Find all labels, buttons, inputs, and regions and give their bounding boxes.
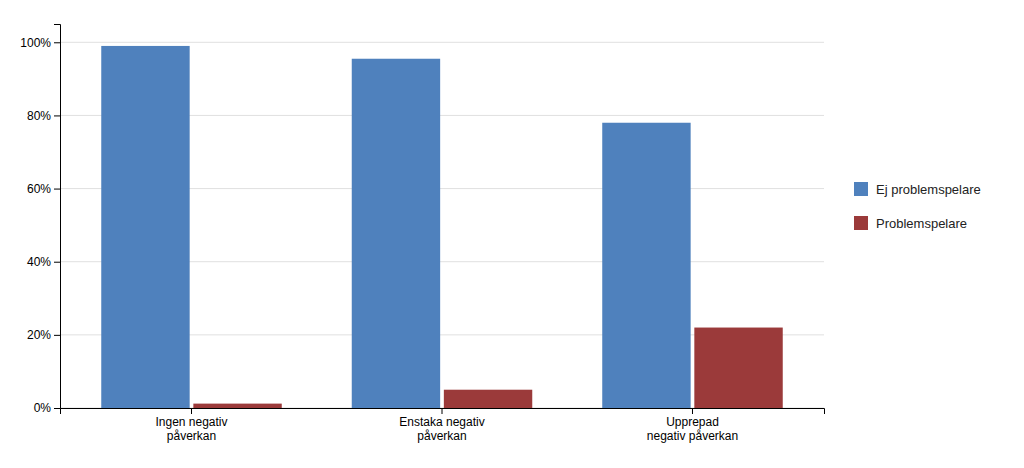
x-tick-label-line: Ingen negativ — [155, 415, 227, 429]
legend-swatch — [854, 182, 868, 196]
y-tick-label: 60% — [27, 182, 51, 196]
y-tick-mark — [54, 262, 60, 263]
x-tick-label: Enstaka negativpåverkan — [399, 415, 484, 443]
legend-label: Problemspelare — [876, 216, 967, 231]
y-tick: 0% — [34, 401, 60, 415]
legend-swatch — [854, 216, 868, 230]
x-tick: Ingen negativpåverkan — [155, 408, 227, 443]
bar-series — [193, 328, 782, 408]
y-tick: 40% — [27, 255, 60, 269]
y-tick-mark — [54, 115, 60, 116]
y-tick-label: 80% — [27, 109, 51, 123]
y-axis-line — [54, 25, 61, 409]
y-tick: 100% — [20, 36, 60, 50]
plot: 0%20%40%60%80%100%Ingen negativpåverkanE… — [20, 25, 824, 443]
y-tick-mark — [54, 408, 60, 409]
y-tick: 20% — [27, 328, 60, 342]
y-tick-mark — [54, 189, 60, 190]
bar — [694, 328, 782, 408]
bar — [444, 390, 532, 408]
x-tick-label-line: påverkan — [417, 429, 466, 443]
y-tick: 80% — [27, 109, 60, 123]
x-tick-label: Upprepadnegativ påverkan — [647, 415, 738, 443]
x-tick: Enstaka negativpåverkan — [399, 408, 484, 443]
x-tick-label-line: Upprepad — [666, 415, 719, 429]
x-tick-label: Ingen negativpåverkan — [155, 415, 227, 443]
x-tick-mark — [692, 408, 693, 414]
x-tick-mark — [191, 408, 192, 414]
x-tick-label-line: Enstaka negativ — [399, 415, 484, 429]
y-tick-label: 0% — [34, 401, 52, 415]
x-tick-label-line: påverkan — [167, 429, 216, 443]
y-axis: 0% 20% 40% 60% 80% 100% — [20, 25, 60, 416]
bar — [193, 404, 281, 408]
grid-line — [60, 42, 824, 43]
x-axis-line — [61, 409, 825, 415]
legend-item: Problemspelare — [854, 216, 967, 231]
bar — [101, 46, 189, 408]
y-tick: 60% — [27, 182, 60, 196]
y-tick-mark — [54, 42, 60, 43]
y-tick-label: 40% — [27, 255, 51, 269]
chart: 0%20%40%60%80%100%Ingen negativpåverkanE… — [0, 0, 1024, 468]
bar — [602, 123, 690, 408]
legend-item: Ej problemspelare — [854, 182, 981, 197]
bar — [352, 59, 440, 408]
y-tick-label: 100% — [20, 36, 51, 50]
y-tick-label: 20% — [27, 328, 51, 342]
legend: Ej problemspelare Problemspelare — [854, 182, 981, 231]
legend-label: Ej problemspelare — [876, 182, 981, 197]
x-tick: Upprepadnegativ påverkan — [647, 408, 738, 443]
grid — [60, 42, 824, 408]
x-axis: Ingen negativpåverkanEnstaka negativpåve… — [61, 408, 825, 443]
x-tick-mark — [442, 408, 443, 414]
x-tick-label-line: negativ påverkan — [647, 429, 738, 443]
bar-series — [101, 46, 690, 408]
bars — [101, 46, 782, 408]
y-tick-mark — [54, 335, 60, 336]
